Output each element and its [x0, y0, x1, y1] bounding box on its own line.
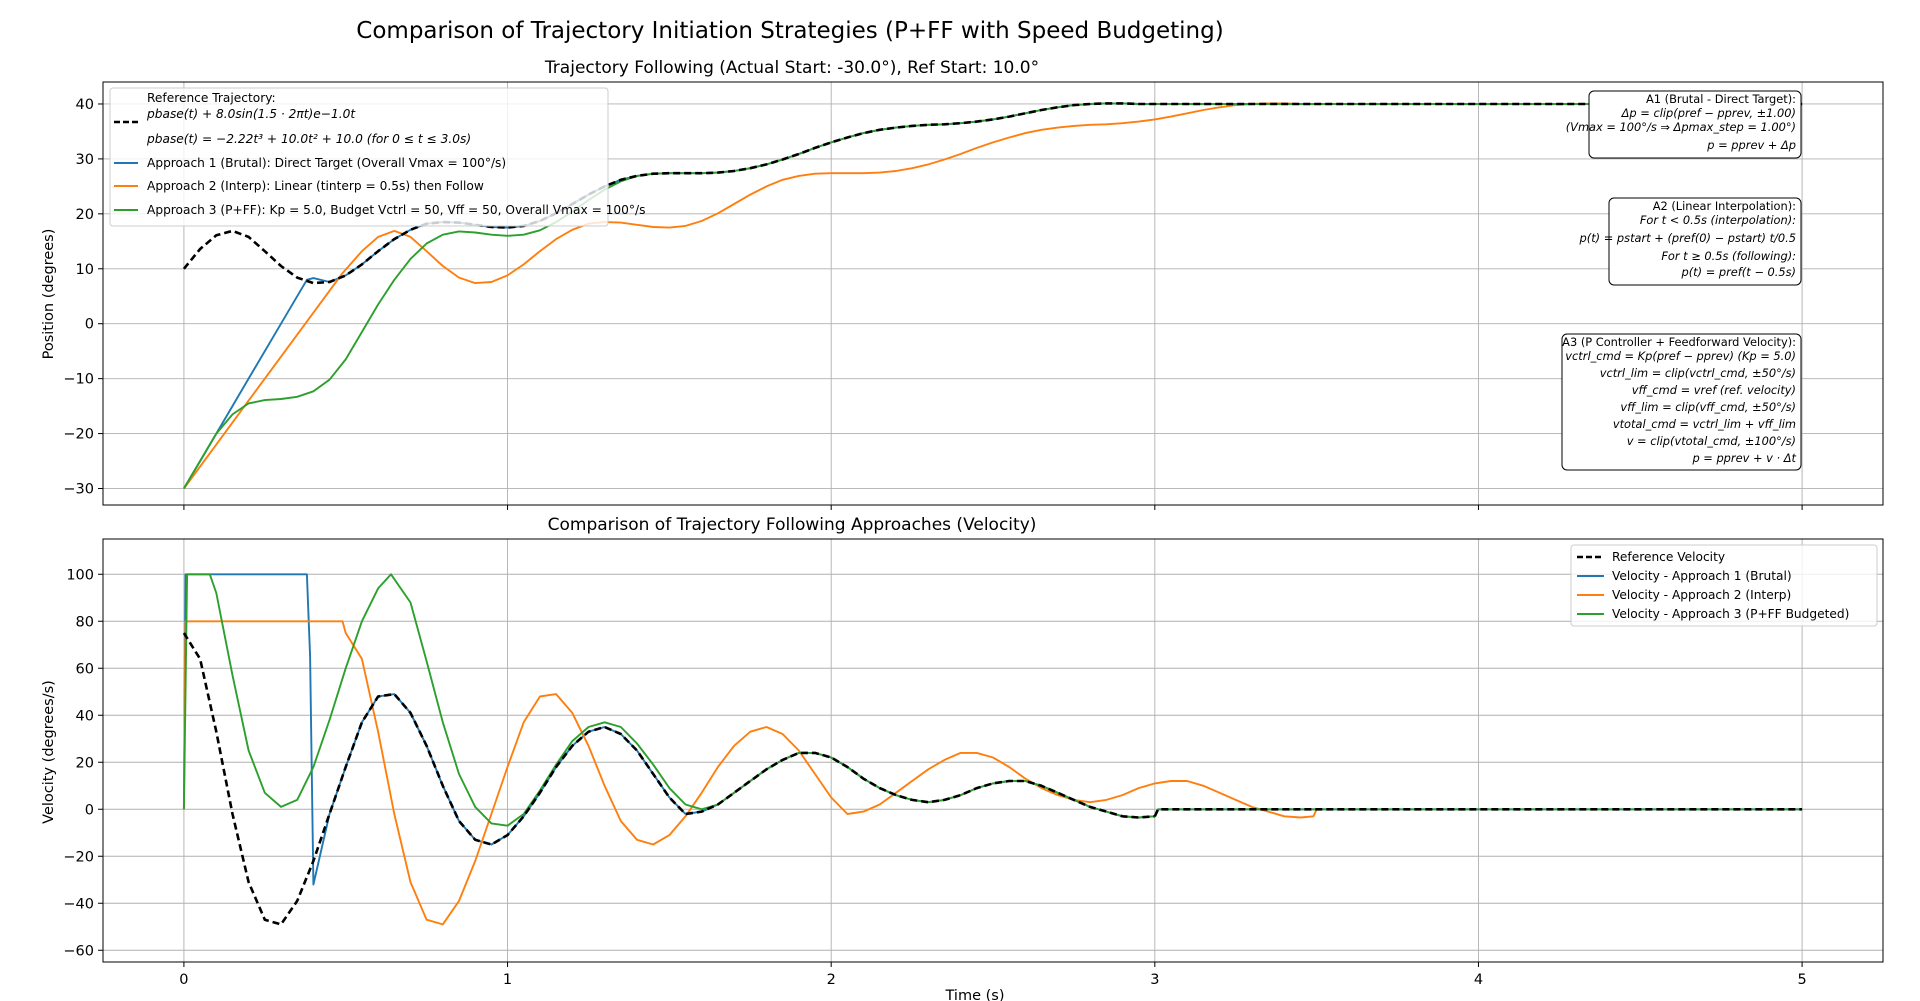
velocity-x-tick-label: 3 — [1150, 972, 1159, 988]
position-chart: Trajectory Following (Actual Start: -30.… — [41, 58, 1884, 510]
svg-text:(Vmax = 100°/s ⇒ Δpmax_step =: (Vmax = 100°/s ⇒ Δpmax_step = 1.00°) — [1566, 120, 1796, 134]
velocity-y-tick-label: 20 — [76, 755, 94, 771]
velocity-x-tick-label: 4 — [1474, 972, 1483, 988]
position-chart-title: Trajectory Following (Actual Start: -30.… — [544, 58, 1039, 78]
svg-text:vctrl_lim = clip(vctrl_cmd, ±5: vctrl_lim = clip(vctrl_cmd, ±50°/s) — [1600, 366, 1796, 380]
legend-vel-approach3: Velocity - Approach 3 (P+FF Budgeted) — [1612, 607, 1849, 621]
velocity-series-reference-tail — [1153, 807, 1803, 817]
velocity-y-tick-label: −60 — [63, 943, 94, 959]
legend-vel-approach1: Velocity - Approach 1 (Brutal) — [1612, 569, 1792, 583]
velocity-y-tick-label: 0 — [85, 802, 94, 818]
legend-reference-line2: pbase(t) = −2.22t³ + 10.0t² + 10.0 (for … — [146, 132, 471, 146]
position-y-tick-label: 40 — [76, 97, 94, 113]
velocity-y-tick-label: 80 — [76, 614, 94, 630]
velocity-x-axis-label: Time (s) — [945, 988, 1005, 1001]
velocity-plot-frame — [102, 538, 1884, 963]
legend-reference-line1: pbase(t) + 8.0sin(1.5 · 2πt)e−1.0t — [146, 107, 356, 121]
legend-approach2: Approach 2 (Interp): Linear (tinterp = 0… — [147, 179, 484, 193]
svg-text:p = pprev + Δp: p = pprev + Δp — [1706, 138, 1796, 152]
position-y-tick-label: −30 — [63, 482, 94, 498]
velocity-y-tick-label: 40 — [76, 708, 94, 724]
position-y-tick-label: 0 — [85, 317, 94, 333]
position-legend: Reference Trajectory: pbase(t) + 8.0sin(… — [109, 87, 645, 227]
svg-text:vctrl_cmd = Kp(pref − pprev) (: vctrl_cmd = Kp(pref − pprev) (Kp = 5.0) — [1565, 349, 1796, 363]
annotation-a3: A3 (P Controller + Feedforward Velocity)… — [1561, 333, 1802, 471]
position-series-reference — [182, 102, 1803, 285]
svg-text:For t < 0.5s (interpolation):: For t < 0.5s (interpolation): — [1640, 213, 1796, 227]
velocity-x-tick-label: 5 — [1797, 972, 1806, 988]
legend-ref-velocity: Reference Velocity — [1612, 550, 1725, 564]
svg-text:p = pprev + v · Δt: p = pprev + v · Δt — [1691, 451, 1796, 465]
legend-approach1: Approach 1 (Brutal): Direct Target (Over… — [147, 156, 506, 170]
svg-text:vff_cmd = vref (ref. velocity): vff_cmd = vref (ref. velocity) — [1632, 383, 1796, 397]
velocity-series-reference — [182, 632, 1155, 926]
velocity-x-tick-label: 1 — [503, 972, 512, 988]
legend-approach3: Approach 3 (P+FF): Kp = 5.0, Budget Vctr… — [147, 203, 645, 217]
figure-title: Comparison of Trajectory Initiation Stra… — [356, 18, 1223, 44]
legend-vel-approach2: Velocity - Approach 2 (Interp) — [1612, 588, 1791, 602]
annotation-a1: A1 (Brutal - Direct Target): Δp = clip(p… — [1566, 90, 1802, 159]
svg-text:v = clip(vtotal_cmd, ±100°/s): v = clip(vtotal_cmd, ±100°/s) — [1627, 434, 1796, 448]
position-y-tick-label: 30 — [76, 152, 94, 168]
svg-text:p(t) = pref(t − 0.5s): p(t) = pref(t − 0.5s) — [1681, 265, 1797, 279]
svg-text:For t ≥ 0.5s (following):: For t ≥ 0.5s (following): — [1661, 249, 1796, 263]
svg-text:vtotal_cmd = vctrl_lim + vff_l: vtotal_cmd = vctrl_lim + vff_lim — [1613, 417, 1796, 431]
velocity-y-tick-label: 100 — [66, 567, 94, 583]
velocity-ticks: 0 1 2 3 4 5 −60 −40 −20 0 20 40 60 80 100 — [63, 567, 1806, 988]
position-y-tick-label: −20 — [63, 427, 94, 443]
position-legend-box — [109, 87, 609, 227]
svg-text:A1 (Brutal - Direct Target):: A1 (Brutal - Direct Target): — [1646, 92, 1796, 106]
position-series-approach2 — [183, 102, 1803, 490]
svg-text:Δp = clip(pref − pprev, ±1.00): Δp = clip(pref − pprev, ±1.00) — [1621, 106, 1796, 120]
velocity-chart-title: Comparison of Trajectory Following Appro… — [548, 515, 1037, 535]
velocity-y-axis-label: Velocity (degrees/s) — [41, 680, 57, 824]
velocity-series-approach3 — [182, 573, 1803, 827]
position-y-tick-label: 20 — [76, 207, 94, 223]
svg-text:A2 (Linear Interpolation):: A2 (Linear Interpolation): — [1653, 199, 1796, 213]
position-ticks: −30 −20 −10 0 10 20 30 40 — [63, 97, 1803, 510]
velocity-series — [182, 573, 1803, 926]
velocity-x-tick-label: 0 — [179, 972, 188, 988]
svg-text:A3 (P Controller + Feedforward: A3 (P Controller + Feedforward Velocity)… — [1562, 335, 1796, 349]
velocity-chart: Comparison of Trajectory Following Appro… — [41, 515, 1884, 1001]
position-series — [182, 102, 1803, 490]
velocity-series-approach2 — [182, 620, 1318, 926]
velocity-y-tick-label: 60 — [76, 661, 94, 677]
velocity-legend: Reference Velocity Velocity - Approach 1… — [1570, 544, 1878, 627]
velocity-y-tick-label: −40 — [63, 896, 94, 912]
svg-text:vff_lim = clip(vff_cmd, ±50°/s: vff_lim = clip(vff_cmd, ±50°/s) — [1620, 400, 1796, 414]
position-y-tick-label: −10 — [63, 372, 94, 388]
position-y-tick-label: 10 — [76, 262, 94, 278]
velocity-y-tick-label: −20 — [63, 849, 94, 865]
velocity-legend-box — [1570, 544, 1878, 627]
annotation-a2: A2 (Linear Interpolation): For t < 0.5s … — [1579, 197, 1802, 286]
legend-header: Reference Trajectory: — [147, 91, 276, 105]
position-y-axis-label: Position (degrees) — [41, 229, 57, 360]
position-plot-frame — [102, 81, 1884, 506]
svg-text:p(t) = pstart + (pref(0) − pst: p(t) = pstart + (pref(0) − pstart) t/0.5 — [1579, 231, 1796, 245]
velocity-x-tick-label: 2 — [827, 972, 836, 988]
